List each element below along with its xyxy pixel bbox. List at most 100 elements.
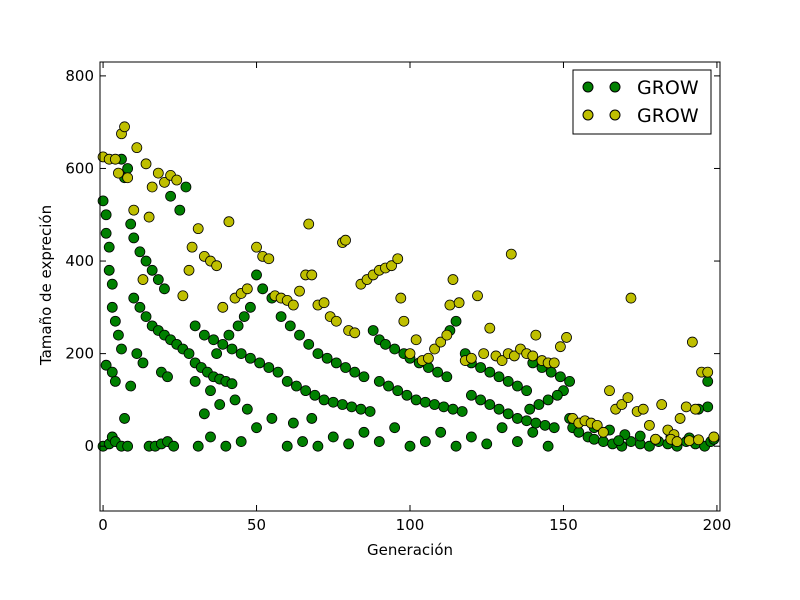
data-point-series-1 <box>349 366 361 378</box>
data-point-series-1 <box>251 269 262 281</box>
data-point-series-2 <box>398 315 410 327</box>
data-point-series-1 <box>275 311 287 322</box>
legend-label-1: GROW <box>637 77 699 99</box>
data-point-series-2 <box>303 218 315 230</box>
data-point-series-1 <box>432 366 444 378</box>
data-point-series-1 <box>588 433 600 445</box>
data-point-series-1 <box>254 357 266 369</box>
data-point-series-1 <box>435 426 447 438</box>
x-tick-label: 50 <box>247 516 266 534</box>
data-point-series-2 <box>693 434 704 446</box>
data-point-series-1 <box>312 440 324 452</box>
data-point-series-2 <box>395 292 407 304</box>
data-point-series-2 <box>330 315 342 327</box>
data-point-series-2 <box>429 343 440 355</box>
data-point-series-1 <box>465 431 477 443</box>
data-point-series-1 <box>512 413 523 424</box>
data-point-series-1 <box>312 348 324 360</box>
data-point-series-1 <box>205 431 216 443</box>
x-tick-label: 150 <box>549 516 578 534</box>
data-point-series-1 <box>100 359 112 371</box>
data-point-series-1 <box>303 338 315 350</box>
data-point-series-1 <box>438 401 450 413</box>
x-tick-label: 100 <box>396 516 425 534</box>
data-point-series-1 <box>456 406 468 417</box>
data-point-series-1 <box>238 311 250 322</box>
data-point-series-1 <box>373 436 385 447</box>
data-point-series-2 <box>177 290 189 302</box>
legend-label-2: GROW <box>637 105 699 127</box>
data-point-series-2 <box>644 419 655 431</box>
data-point-series-1 <box>380 338 391 350</box>
data-point-series-1 <box>208 334 219 346</box>
data-point-series-1 <box>103 241 115 253</box>
data-point-series-1 <box>484 366 496 378</box>
data-point-series-1 <box>226 378 238 390</box>
data-point-series-1 <box>502 408 514 420</box>
data-point-series-2 <box>465 352 477 364</box>
data-point-series-2 <box>119 121 130 133</box>
data-point-series-1 <box>484 399 496 410</box>
data-point-series-2 <box>137 274 149 285</box>
data-point-series-2 <box>622 392 634 403</box>
points-layer <box>97 121 720 452</box>
y-tick-label: 0 <box>84 437 94 455</box>
data-point-series-2 <box>671 436 683 447</box>
data-point-series-1 <box>327 431 339 443</box>
data-point-series-2 <box>591 419 603 431</box>
data-point-series-1 <box>564 375 576 387</box>
data-point-series-2 <box>680 401 692 413</box>
data-point-series-1 <box>530 417 542 429</box>
data-point-series-1 <box>140 311 152 322</box>
data-point-series-1 <box>226 343 238 355</box>
data-point-series-1 <box>294 329 305 341</box>
data-point-series-1 <box>198 408 210 420</box>
data-point-series-1 <box>545 366 557 378</box>
data-point-series-1 <box>100 209 112 221</box>
data-point-series-2 <box>340 234 351 246</box>
data-point-series-2 <box>183 264 195 276</box>
data-point-series-2 <box>674 413 686 424</box>
y-tick-label: 800 <box>65 67 94 85</box>
data-point-series-2 <box>211 260 223 272</box>
data-point-series-1 <box>527 426 539 438</box>
data-point-series-1 <box>306 413 318 424</box>
data-point-series-1 <box>266 413 278 424</box>
ticks-layer: 0 50 100 150 200 0 200 400 600 800 <box>65 62 731 534</box>
data-point-series-1 <box>281 375 293 387</box>
data-point-series-2 <box>392 253 404 265</box>
data-point-series-2 <box>686 336 698 348</box>
data-point-series-2 <box>478 348 490 360</box>
data-point-series-1 <box>165 190 176 202</box>
data-point-series-1 <box>291 380 302 392</box>
y-axis-label: Tamaño de expreción <box>37 205 55 366</box>
data-point-series-1 <box>539 419 551 431</box>
data-point-series-1 <box>441 371 453 383</box>
data-point-series-1 <box>205 385 216 397</box>
data-point-series-1 <box>241 403 253 415</box>
data-point-series-1 <box>493 371 505 383</box>
data-point-series-1 <box>410 394 422 406</box>
y-tick-label: 200 <box>65 345 94 363</box>
data-point-series-1 <box>404 440 416 452</box>
legend-box <box>572 69 712 135</box>
data-point-series-1 <box>220 440 232 452</box>
data-point-series-2 <box>223 216 235 228</box>
data-point-series-1 <box>512 380 523 392</box>
data-point-series-2 <box>530 329 542 341</box>
data-point-series-1 <box>551 389 563 401</box>
data-point-series-1 <box>125 380 137 392</box>
data-point-series-2 <box>410 334 422 346</box>
data-point-series-1 <box>189 375 201 387</box>
data-point-series-1 <box>465 389 477 401</box>
data-point-series-1 <box>419 396 431 408</box>
data-point-series-2 <box>113 167 124 179</box>
data-point-series-2 <box>131 142 143 154</box>
data-point-series-1 <box>232 320 244 332</box>
data-point-series-1 <box>100 227 112 239</box>
data-point-series-1 <box>281 440 293 452</box>
data-point-series-1 <box>389 343 401 355</box>
data-point-series-1 <box>401 389 413 401</box>
data-point-series-1 <box>318 394 330 406</box>
data-point-series-1 <box>548 422 560 434</box>
